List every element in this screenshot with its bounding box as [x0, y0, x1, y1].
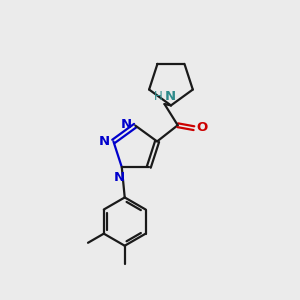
Text: O: O: [197, 121, 208, 134]
Text: N: N: [99, 135, 110, 148]
Text: N: N: [121, 118, 132, 130]
Text: N: N: [165, 90, 176, 103]
Text: N: N: [114, 171, 125, 184]
Text: H: H: [153, 90, 162, 103]
